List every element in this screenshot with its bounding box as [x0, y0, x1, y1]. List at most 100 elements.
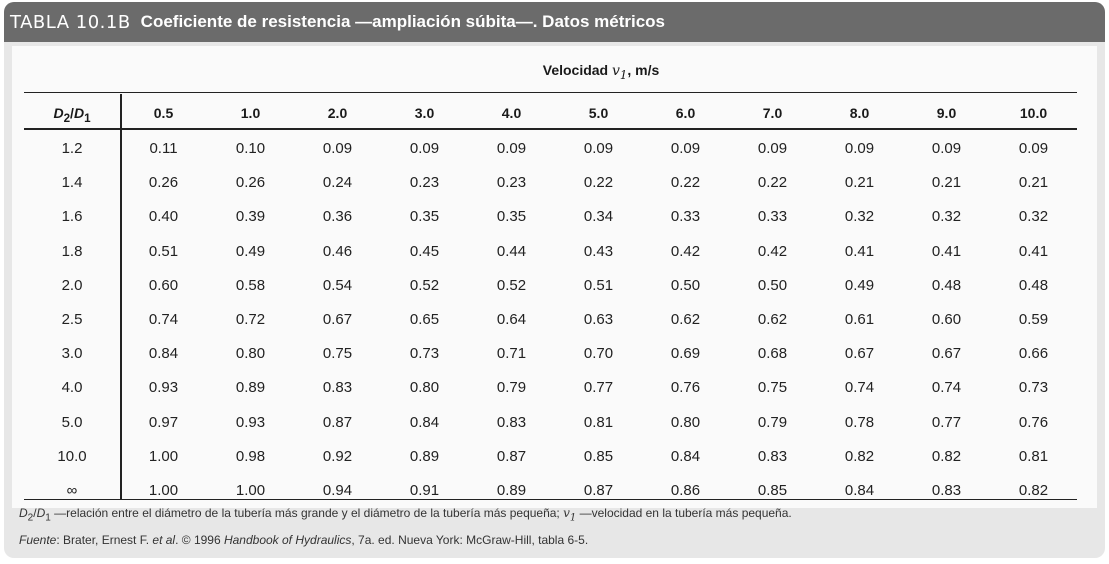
coefficient-cell: 0.84: [148, 345, 179, 363]
coefficient-cell: 0.50: [757, 276, 788, 294]
coefficient-cell: 0.21: [931, 174, 962, 192]
data-table: Velocidad v1, m/s D2/D1 0.5 1.0 2.0 3.0 4.0 5…: [24, 46, 1077, 508]
coefficient-cell: 0.43: [583, 242, 614, 260]
velocity-label: Velocidad: [542, 62, 609, 78]
coefficient-cell: 0.09: [844, 140, 875, 157]
coefficient-cell: 0.85: [757, 481, 788, 499]
coefficient-cell: 0.83: [757, 447, 788, 465]
coefficient-cell: 0.84: [670, 447, 701, 465]
coefficient-cell: 0.44: [496, 242, 527, 260]
coefficient-cell: 0.52: [409, 276, 440, 294]
coefficient-cell: 0.82: [844, 447, 875, 465]
coefficient-cell: 0.87: [322, 413, 353, 431]
coefficient-cell: 0.09: [1018, 140, 1049, 157]
velocity-header-cell: 9.0: [936, 105, 957, 121]
coefficient-cell: 0.75: [322, 345, 353, 363]
coefficient-cell: 0.62: [670, 310, 701, 328]
coefficient-cell: 0.36: [322, 208, 353, 226]
coefficient-cell: 0.51: [148, 242, 179, 260]
velocity-header-cell: 7.0: [762, 105, 783, 121]
velocity-header-cell: 2.0: [327, 105, 348, 121]
coefficient-cell: 0.92: [322, 447, 353, 465]
coefficient-cell: 0.63: [583, 310, 614, 328]
coefficient-cell: 0.39: [235, 208, 266, 226]
coefficient-cell: 0.09: [670, 140, 701, 157]
coefficient-cell: 0.83: [931, 481, 962, 499]
coefficient-cell: 0.23: [496, 174, 527, 192]
coefficient-cell: 0.69: [670, 345, 701, 363]
table-row: 10.0 1.00 0.98 0.92 0.89 0.87 0.85 0.84 0.83 0.82…: [24, 440, 1077, 474]
ratio-cell: 1.8: [61, 242, 83, 260]
coefficient-cell: 0.93: [148, 379, 179, 397]
table-body: 1.2 0.11 0.10 0.09 0.09 0.09 0.09 0.09 0.09 0.09 0…: [24, 132, 1077, 508]
coefficient-cell: 0.89: [409, 447, 440, 465]
velocity-header-cell: 5.0: [588, 105, 609, 121]
coefficient-cell: 0.75: [757, 379, 788, 397]
table-row: 4.0 0.93 0.89 0.83 0.80 0.79 0.77 0.76 0.75 0.74 0…: [24, 371, 1077, 405]
table-row: 5.0 0.97 0.93 0.87 0.84 0.83 0.81 0.80 0.79 0.78 0…: [24, 406, 1077, 440]
coefficient-cell: 0.32: [1018, 208, 1049, 226]
coefficient-cell: 0.91: [409, 481, 440, 499]
coefficient-cell: 0.76: [670, 379, 701, 397]
coefficient-cell: 0.51: [583, 276, 614, 294]
ratio-cell: 1.6: [61, 208, 83, 226]
coefficient-cell: 0.34: [583, 208, 614, 226]
coefficient-cell: 0.33: [670, 208, 701, 226]
coefficient-cell: 0.48: [931, 276, 962, 294]
coefficient-cell: 0.60: [931, 310, 962, 328]
velocity-header-cell: 4.0: [501, 105, 522, 121]
table-row: 1.2 0.11 0.10 0.09 0.09 0.09 0.09 0.09 0.09 0.09 0…: [24, 132, 1077, 166]
coefficient-cell: 0.10: [235, 140, 266, 157]
coefficient-cell: 0.42: [757, 242, 788, 260]
coefficient-cell: 0.41: [931, 242, 962, 260]
coefficient-cell: 0.79: [496, 379, 527, 397]
coefficient-cell: 0.33: [757, 208, 788, 226]
table-row: 1.8 0.51 0.49 0.46 0.45 0.44 0.43 0.42 0.42 0.41 0…: [24, 235, 1077, 269]
coefficient-cell: 0.21: [1018, 174, 1049, 192]
coefficient-cell: 0.22: [757, 174, 788, 192]
coefficient-cell: 0.22: [583, 174, 614, 192]
coefficient-cell: 0.71: [496, 345, 527, 363]
coefficient-cell: 0.52: [496, 276, 527, 294]
table-notes: D2/D1 —relación entre el diámetro de la …: [19, 506, 792, 555]
velocity-header-cell: 10.0: [1019, 105, 1048, 121]
coefficient-cell: 0.86: [670, 481, 701, 499]
coefficient-cell: 0.09: [757, 140, 788, 157]
velocity-header-cell: 8.0: [849, 105, 870, 121]
coefficient-cell: 0.67: [931, 345, 962, 363]
coefficient-cell: 0.77: [583, 379, 614, 397]
table-card: TABLA 10.1B Coeficiente de resistencia —…: [4, 2, 1105, 558]
coefficient-cell: 0.81: [1018, 447, 1049, 465]
coefficient-cell: 0.49: [235, 242, 266, 260]
coefficient-cell: 0.09: [322, 140, 353, 157]
coefficient-cell: 0.21: [844, 174, 875, 192]
table-row: ∞ 1.00 1.00 0.94 0.91 0.89 0.87 0.86 0.85 0.84 0.8…: [24, 474, 1077, 508]
coefficient-cell: 0.59: [1018, 310, 1049, 328]
header-row: D2/D1 0.5 1.0 2.0 3.0 4.0 5.0 6.0 7.0 8.0 9.0 10.0: [24, 100, 1077, 126]
ratio-cell: 2.0: [61, 276, 83, 294]
table-row: 1.4 0.26 0.26 0.24 0.23 0.23 0.22 0.22 0.22 0.21 0…: [24, 166, 1077, 200]
ratio-header: D2/D1: [53, 105, 91, 125]
coefficient-cell: 1.00: [148, 447, 179, 465]
coefficient-cell: 0.73: [1018, 379, 1049, 397]
velocity-header-cell: 1.0: [240, 105, 261, 121]
coefficient-cell: 1.00: [235, 481, 266, 499]
coefficient-cell: 0.46: [322, 242, 353, 260]
coefficient-cell: 0.11: [149, 140, 178, 157]
velocity-header-cell: 0.5: [153, 105, 174, 121]
rule-header: [24, 128, 1077, 130]
coefficient-cell: 0.80: [670, 413, 701, 431]
coefficient-cell: 0.09: [931, 140, 962, 157]
coefficient-cell: 0.60: [148, 276, 179, 294]
coefficient-cell: 0.48: [1018, 276, 1049, 294]
coefficient-cell: 0.09: [496, 140, 527, 157]
coefficient-cell: 0.74: [931, 379, 962, 397]
coefficient-cell: 0.83: [322, 379, 353, 397]
table-panel: Velocidad v1, m/s D2/D1 0.5 1.0 2.0 3.0 4.0 5…: [12, 46, 1097, 508]
coefficient-cell: 0.67: [844, 345, 875, 363]
coefficient-cell: 0.89: [235, 379, 266, 397]
coefficient-cell: 0.24: [322, 174, 353, 192]
coefficient-cell: 0.66: [1018, 345, 1049, 363]
coefficient-cell: 0.41: [1018, 242, 1049, 260]
coefficient-cell: 0.79: [757, 413, 788, 431]
